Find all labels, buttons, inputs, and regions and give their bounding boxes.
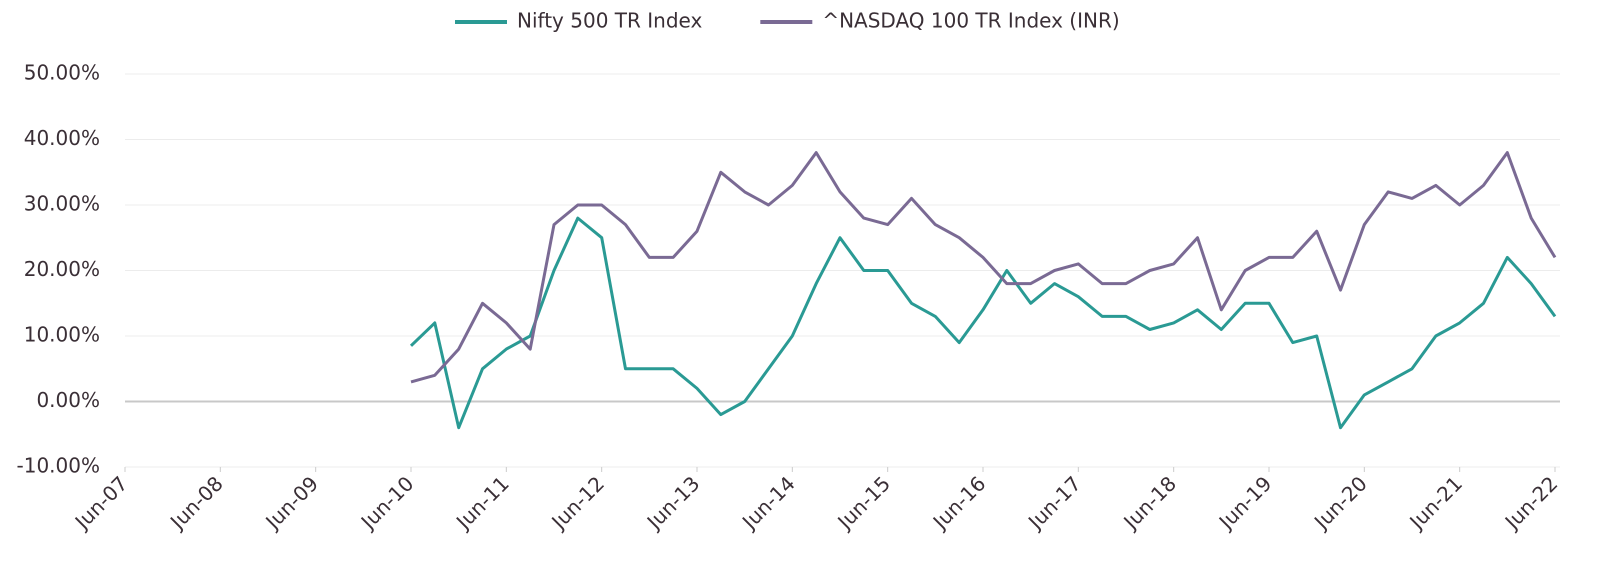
legend-label: ^NASDAQ 100 TR Index (INR) — [822, 9, 1119, 33]
x-tick-label: Jun-22 — [1499, 471, 1563, 535]
x-tick-label: Jun-18 — [1118, 471, 1182, 535]
y-tick-label: 20.00% — [24, 257, 100, 281]
x-tick-label: Jun-10 — [355, 471, 419, 535]
x-tick-label: Jun-17 — [1022, 471, 1086, 535]
x-tick-label: Jun-13 — [641, 471, 705, 535]
x-tick-label: Jun-19 — [1213, 471, 1277, 535]
y-tick-label: 10.00% — [24, 323, 100, 347]
y-tick-label: 50.00% — [24, 61, 100, 85]
x-tick-label: Jun-09 — [260, 471, 324, 535]
y-tick-label: -10.00% — [17, 454, 100, 478]
x-tick-label: Jun-12 — [546, 471, 610, 535]
legend-label: Nifty 500 TR Index — [517, 9, 702, 33]
y-tick-label: 40.00% — [24, 126, 100, 150]
x-tick-label: Jun-11 — [450, 471, 514, 535]
x-tick-label: Jun-16 — [927, 471, 991, 535]
series-line — [409, 216, 1557, 430]
y-tick-label: 0.00% — [36, 388, 100, 412]
x-tick-label: Jun-15 — [832, 471, 896, 535]
x-tick-label: Jun-20 — [1308, 471, 1372, 535]
x-tick-label: Jun-07 — [69, 471, 133, 535]
x-tick-label: Jun-08 — [164, 471, 228, 535]
x-tick-label: Jun-21 — [1404, 471, 1468, 535]
series-line — [410, 151, 1557, 384]
y-tick-label: 30.00% — [24, 192, 100, 216]
x-tick-label: Jun-14 — [736, 471, 800, 535]
